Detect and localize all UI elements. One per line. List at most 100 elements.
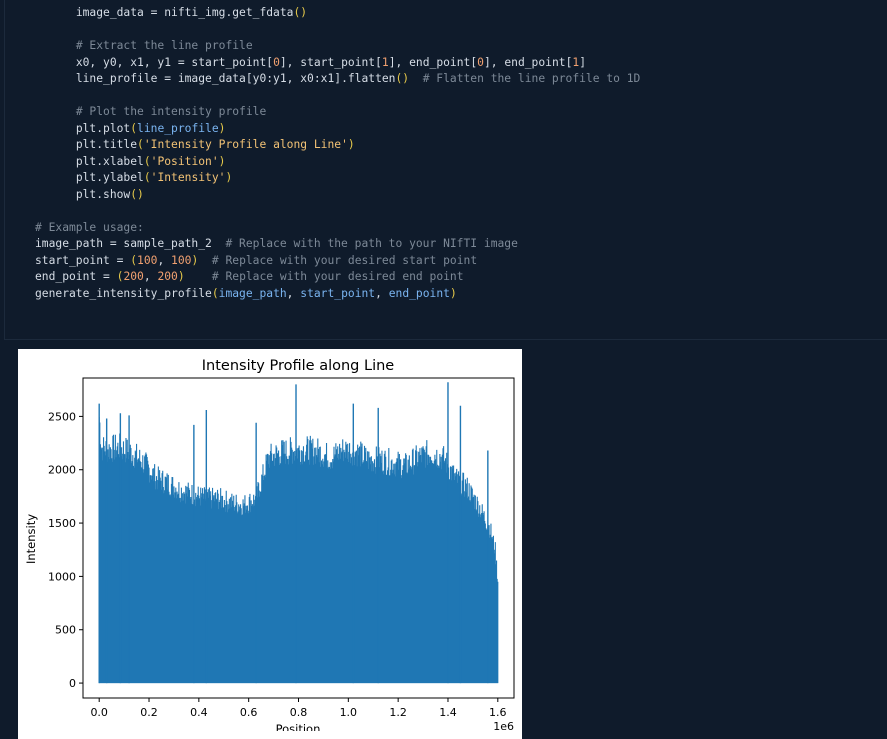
code-line: generate_intensity_profile(image_path, s…: [35, 286, 640, 303]
code-line: image_data = nifti_img.get_fdata(): [35, 5, 640, 22]
x-tick-label: 1.2: [389, 706, 407, 719]
code-token: ]: [579, 55, 586, 69]
code-token: plt.ylabel: [75, 171, 144, 184]
code-token: 100: [171, 253, 192, 267]
code-token: start_point: [300, 286, 376, 300]
code-token: 0: [477, 55, 484, 69]
code-token: # Flatten the line profile to 1D: [409, 72, 641, 85]
x-offset-text: 1e6: [493, 720, 514, 731]
code-token: ], end_point[: [388, 55, 478, 69]
chart-title: Intensity Profile along Line: [202, 358, 395, 374]
intensity-chart: Intensity Profile along Line 0.0 0.2 0.4 0.…: [24, 358, 515, 736]
code-token: ): [225, 171, 233, 184]
code-token: # Plot the intensity profile: [75, 105, 267, 118]
code-line: [35, 22, 640, 39]
x-tick-label: 0.4: [190, 706, 208, 719]
code-token: 'Position': [150, 154, 219, 168]
code-token: 'Intensity': [150, 171, 226, 184]
intensity-series-line: [98, 417, 499, 684]
code-line: [35, 203, 640, 220]
code-line: plt.title('Intensity Profile along Line'…: [35, 137, 640, 154]
x-axis-label: Position: [276, 722, 321, 731]
code-token: start_point =: [35, 253, 131, 267]
code-token: generate_intensity_profile: [35, 286, 212, 300]
code-line: [35, 88, 640, 105]
code-token: (: [130, 121, 138, 135]
code-token: 200: [157, 270, 178, 283]
code-token: # Replace with your desired end point: [184, 270, 464, 283]
series-baseline-band: [99, 680, 498, 684]
code-token: plt.plot: [75, 121, 131, 135]
code-line: # Example usage:: [35, 220, 640, 237]
y-tick-label: 2500: [48, 410, 76, 423]
y-tick-label: 1000: [48, 570, 76, 583]
code-token: # Extract the line profile: [75, 39, 253, 52]
code-line: plt.show(): [35, 187, 640, 204]
code-token: 100: [137, 253, 158, 267]
code-token: image_data = nifti_img.get_fdata: [75, 6, 294, 19]
code-line: plt.ylabel('Intensity'): [35, 170, 640, 187]
code-token: image_path = sample_path_2: [35, 237, 226, 250]
code-token: (: [116, 270, 124, 283]
code-editor[interactable]: image_data = nifti_img.get_fdata() # Ext…: [35, 5, 640, 302]
code-token: ): [347, 138, 355, 151]
code-token: ], start_point[: [279, 55, 382, 69]
code-token: 1: [572, 55, 580, 69]
code-token: (: [143, 154, 151, 168]
code-token: (: [211, 286, 219, 300]
code-token: plt.title: [75, 138, 138, 151]
x-tick-label: 0.8: [290, 706, 308, 719]
code-token: 1: [381, 55, 389, 69]
code-token: 200: [123, 270, 144, 283]
code-token: (: [137, 138, 144, 151]
y-tick-label: 1500: [48, 517, 76, 530]
code-token: (): [130, 187, 144, 201]
code-line: x0, y0, x1, y1 = start_point[0], start_p…: [35, 55, 640, 72]
code-line: line_profile = image_data[y0:y1, x0:x1].…: [35, 71, 641, 88]
code-line: plt.xlabel('Position'): [35, 154, 640, 171]
code-token: end_point: [388, 286, 450, 300]
code-line: end_point = (200, 200) # Replace with yo…: [35, 269, 640, 286]
code-token: (): [293, 6, 308, 19]
code-token: (): [395, 72, 410, 85]
code-token: ,: [375, 286, 389, 300]
code-token: (: [143, 171, 151, 184]
code-token: # Replace with your desired start point: [198, 253, 478, 267]
code-token: # Example usage:: [35, 220, 144, 234]
x-tick-label: 0.6: [240, 706, 257, 719]
x-tick-label: 0.2: [140, 706, 158, 719]
code-token: (: [130, 253, 138, 267]
x-tick-label: 1.0: [340, 706, 358, 719]
code-token: 0: [273, 55, 280, 69]
code-token: ): [218, 154, 226, 168]
code-token: ): [191, 253, 199, 267]
code-token: ,: [143, 270, 158, 283]
code-line: # Extract the line profile: [35, 38, 640, 55]
code-token: ,: [286, 286, 301, 300]
code-token: end_point =: [35, 270, 117, 283]
code-token: x0, y0, x1, y1 = start_point[: [75, 55, 274, 69]
code-token: ): [449, 286, 457, 300]
code-cell[interactable]: image_data = nifti_img.get_fdata() # Ext…: [4, 0, 887, 340]
code-line: # Plot the intensity profile: [35, 104, 640, 121]
code-token: ): [218, 121, 226, 135]
code-token: 'Intensity Profile along Line': [143, 138, 348, 151]
x-tick-label: 1.6: [489, 706, 507, 719]
code-line: plt.plot(line_profile): [35, 121, 640, 138]
y-tick-label: 2000: [48, 464, 76, 477]
code-token: line_profile = image_data[y0:y1, x0:x1].…: [75, 72, 396, 85]
code-line: image_path = sample_path_2 # Replace wit…: [35, 236, 640, 253]
cell-output-plot: Intensity Profile along Line 0.0 0.2 0.4 0.…: [18, 349, 522, 739]
x-tick-label: 0.0: [90, 706, 108, 719]
code-token: plt.xlabel: [75, 154, 144, 168]
code-token: line_profile: [137, 121, 219, 135]
code-token: ,: [157, 253, 172, 267]
code-token: image_path: [218, 286, 287, 300]
code-line: start_point = (100, 100) # Replace with …: [35, 253, 640, 270]
x-tick-label: 1.4: [439, 706, 457, 719]
code-token: ): [177, 270, 185, 283]
code-token: plt.show: [75, 187, 131, 201]
code-token: # Replace with the path to your NIfTI im…: [225, 237, 518, 250]
code-token: ], end_point[: [483, 55, 573, 69]
y-axis-label: Intensity: [24, 514, 38, 564]
